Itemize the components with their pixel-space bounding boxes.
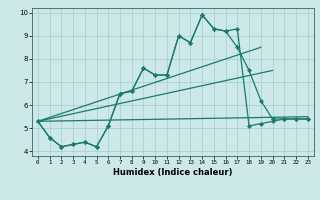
X-axis label: Humidex (Indice chaleur): Humidex (Indice chaleur) bbox=[113, 168, 233, 177]
